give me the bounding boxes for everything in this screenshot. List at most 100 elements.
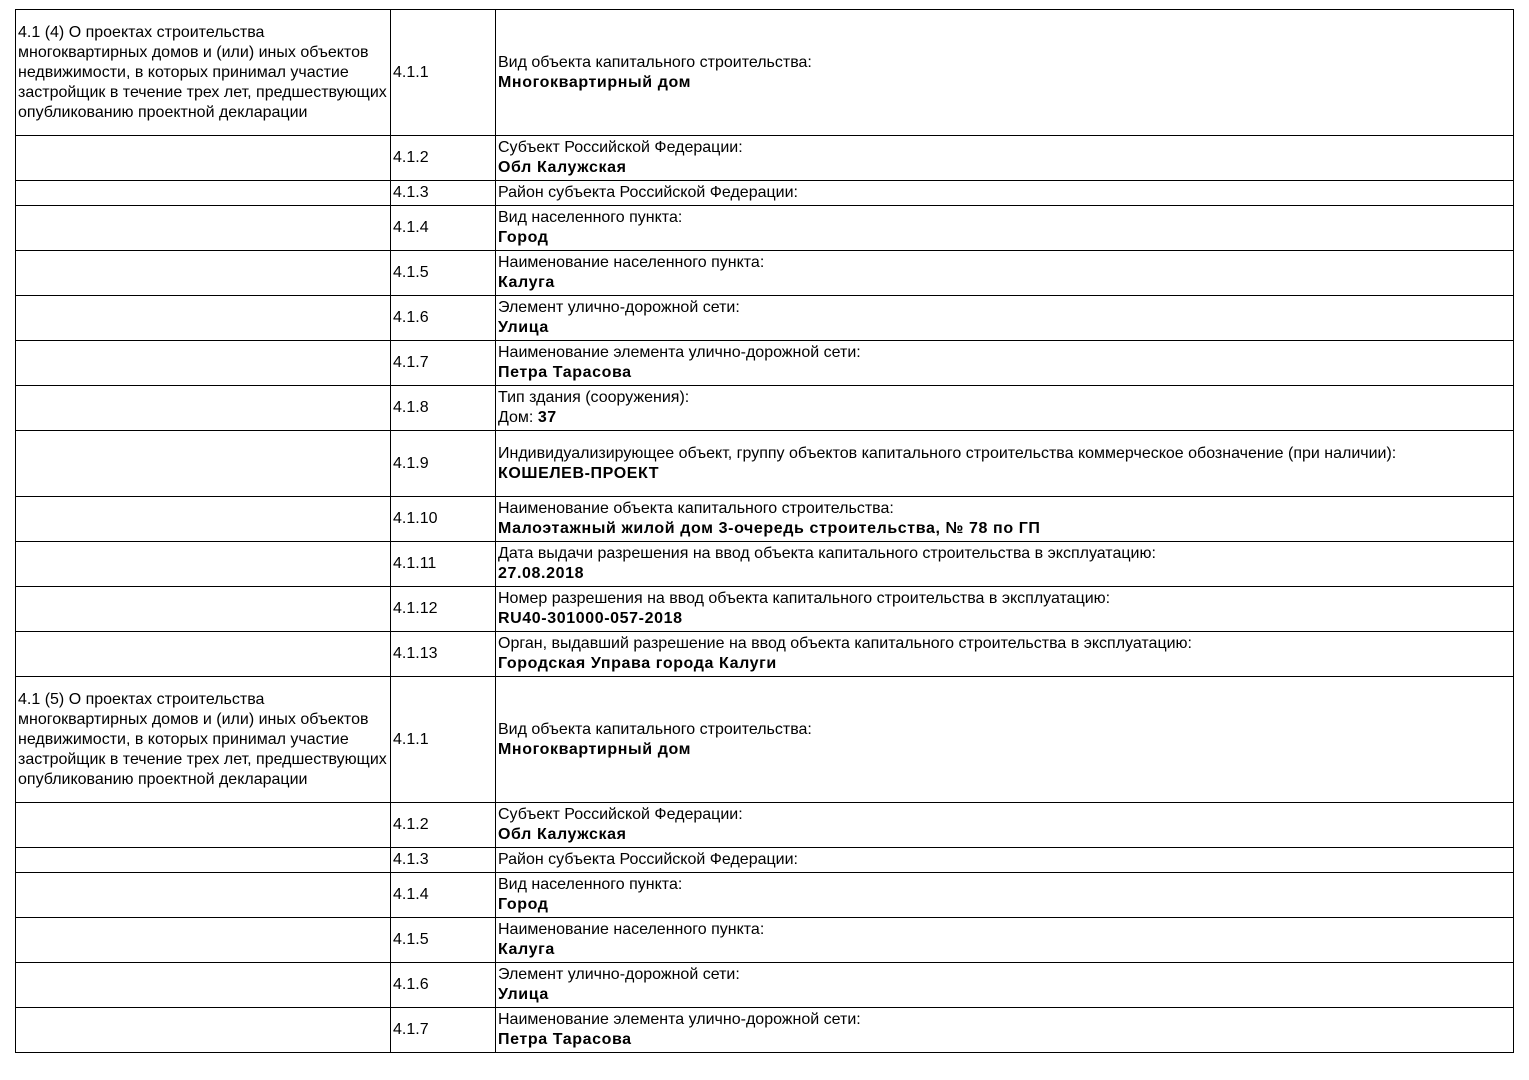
- item-value: Городская Управа города Калуги: [498, 655, 777, 672]
- table-row: 4.1.4 Вид населенного пункта: Город: [15, 872, 1514, 918]
- item-label: Номер разрешения на ввод объекта капитал…: [498, 590, 1111, 607]
- table-row: 4.1.12 Номер разрешения на ввод объекта к…: [15, 586, 1514, 632]
- item-value: Многоквартирный дом: [498, 73, 692, 91]
- item-label: Субъект Российской Федерации:: [498, 806, 743, 823]
- table-row: 4.1.4 Вид населенного пункта: Город: [15, 205, 1514, 251]
- section-heading-cell: [15, 295, 391, 341]
- item-number: 4.1.6: [390, 295, 496, 341]
- section-heading-cell: [15, 872, 391, 918]
- item-value: 27.08.2018: [498, 565, 585, 582]
- item-value-line: Петра Тарасова: [498, 1030, 1511, 1050]
- item-label: Район субъекта Российской Федерации:: [498, 184, 798, 201]
- section-heading-cell: [15, 917, 391, 963]
- item-value: Петра Тарасова: [498, 1031, 632, 1048]
- item-content: Район субъекта Российской Федерации:: [495, 847, 1514, 873]
- section-heading-cell: [15, 205, 391, 251]
- item-label: Наименование элемента улично-дорожной се…: [498, 1011, 861, 1028]
- item-value-line: Обл Калужская: [498, 158, 1511, 178]
- item-content: Вид населенного пункта: Город: [495, 205, 1514, 251]
- item-value-line: Петра Тарасова: [498, 363, 1511, 383]
- item-content: Дата выдачи разрешения на ввод объекта к…: [495, 541, 1514, 587]
- section-heading-cell: [15, 180, 391, 206]
- table-row: 4.1.6 Элемент улично-дорожной сети: Улица: [15, 962, 1514, 1008]
- item-number: 4.1.10: [390, 496, 496, 542]
- item-number: 4.1.2: [390, 802, 496, 848]
- item-label: Элемент улично-дорожной сети:: [498, 966, 740, 983]
- item-value-line: Дом: 37: [498, 408, 1511, 428]
- item-content: Наименование элемента улично-дорожной се…: [495, 340, 1514, 386]
- item-content: Субъект Российской Федерации: Обл Калужск…: [495, 135, 1514, 181]
- item-value: Улица: [498, 319, 549, 336]
- item-number: 4.1.3: [390, 847, 496, 873]
- item-value: Многоквартирный дом: [498, 740, 692, 758]
- section-heading-cell: [15, 1007, 391, 1053]
- item-value-line: 27.08.2018: [498, 564, 1511, 584]
- table-row: 4.1.6 Элемент улично-дорожной сети: Улица: [15, 295, 1514, 341]
- table-row: 4.1.5 Наименование населенного пункта: Кал…: [15, 250, 1514, 296]
- item-number: 4.1.4: [390, 872, 496, 918]
- table-row: 4.1.8 Тип здания (сооружения): Дом: 37: [15, 385, 1514, 431]
- item-label: Наименование элемента улично-дорожной се…: [498, 344, 861, 361]
- item-label: Вид объекта капитального строительства:: [498, 720, 812, 738]
- item-number: 4.1.13: [390, 631, 496, 677]
- item-number: 4.1.8: [390, 385, 496, 431]
- table-row: 4.1.3 Район субъекта Российской Федерации…: [15, 847, 1514, 873]
- item-value: КОШЕЛЕВ-ПРОЕКТ: [498, 464, 660, 482]
- item-number: 4.1.1: [390, 676, 496, 803]
- item-label: Орган, выдавший разрешение на ввод объек…: [498, 635, 1192, 652]
- item-value: Обл Калужская: [498, 159, 627, 176]
- item-value-line: RU40-301000-057-2018: [498, 609, 1511, 629]
- item-value: Петра Тарасова: [498, 364, 632, 381]
- section-heading-cell: [15, 541, 391, 587]
- item-number: 4.1.3: [390, 180, 496, 206]
- section-heading-cell: [15, 385, 391, 431]
- item-value-line: Многоквартирный дом: [498, 73, 1511, 93]
- section-heading-cell: [15, 135, 391, 181]
- item-value-line: Город: [498, 228, 1511, 248]
- item-number: 4.1.9: [390, 430, 496, 497]
- item-label: Тип здания (сооружения):: [498, 389, 690, 406]
- item-value-line: Калуга: [498, 273, 1511, 293]
- item-number: 4.1.12: [390, 586, 496, 632]
- item-content: Наименование населенного пункта: Калуга: [495, 250, 1514, 296]
- item-value: Город: [498, 229, 549, 246]
- section-heading-cell: [15, 586, 391, 632]
- item-content: Субъект Российской Федерации: Обл Калужск…: [495, 802, 1514, 848]
- item-label: Вид объекта капитального строительства:: [498, 53, 812, 71]
- item-value: Малоэтажный жилой дом 3-очередь строител…: [498, 520, 1041, 537]
- item-number: 4.1.4: [390, 205, 496, 251]
- table-row: 4.1.2 Субъект Российской Федерации: Обл Ка…: [15, 135, 1514, 181]
- table-row: 4.1.3 Район субъекта Российской Федерации…: [15, 180, 1514, 206]
- table-row: 4.1.11 Дата выдачи разрешения на ввод объ…: [15, 541, 1514, 587]
- item-label: Вид населенного пункта:: [498, 876, 683, 893]
- item-content: Элемент улично-дорожной сети: Улица: [495, 295, 1514, 341]
- item-number: 4.1.5: [390, 250, 496, 296]
- table-row: 4.1.9 Индивидуализирующее объект, группу …: [15, 430, 1514, 497]
- item-label: Индивидуализирующее объект, группу объек…: [498, 444, 1397, 462]
- item-number: 4.1.6: [390, 962, 496, 1008]
- section-heading-cell: [15, 250, 391, 296]
- item-number: 4.1.1: [390, 9, 496, 136]
- table-row: 4.1 (5) О проектах строительства многокв…: [15, 676, 1514, 803]
- table-row: 4.1.5 Наименование населенного пункта: Кал…: [15, 917, 1514, 963]
- item-value-line: Калуга: [498, 940, 1511, 960]
- item-value: RU40-301000-057-2018: [498, 610, 683, 627]
- declaration-table: 4.1 (4) О проектах строительства многокв…: [15, 9, 1514, 1053]
- item-value-line: Улица: [498, 318, 1511, 338]
- section-heading-cell: [15, 430, 391, 497]
- item-number: 4.1.7: [390, 1007, 496, 1053]
- item-label: Элемент улично-дорожной сети:: [498, 299, 740, 316]
- item-value-prefix: Дом:: [498, 409, 538, 426]
- item-content: Вид объекта капитального строительства: М…: [495, 676, 1514, 803]
- item-label: Район субъекта Российской Федерации:: [498, 851, 798, 868]
- section-heading-cell: [15, 802, 391, 848]
- item-content: Наименование объекта капитального строит…: [495, 496, 1514, 542]
- item-number: 4.1.2: [390, 135, 496, 181]
- item-content: Вид объекта капитального строительства: М…: [495, 9, 1514, 136]
- table-row: 4.1.7 Наименование элемента улично-дорожн…: [15, 1007, 1514, 1053]
- item-label: Вид населенного пункта:: [498, 209, 683, 226]
- item-value-line: Город: [498, 895, 1511, 915]
- item-content: Наименование населенного пункта: Калуга: [495, 917, 1514, 963]
- table-row: 4.1.2 Субъект Российской Федерации: Обл Ка…: [15, 802, 1514, 848]
- table-row: 4.1.7 Наименование элемента улично-дорожн…: [15, 340, 1514, 386]
